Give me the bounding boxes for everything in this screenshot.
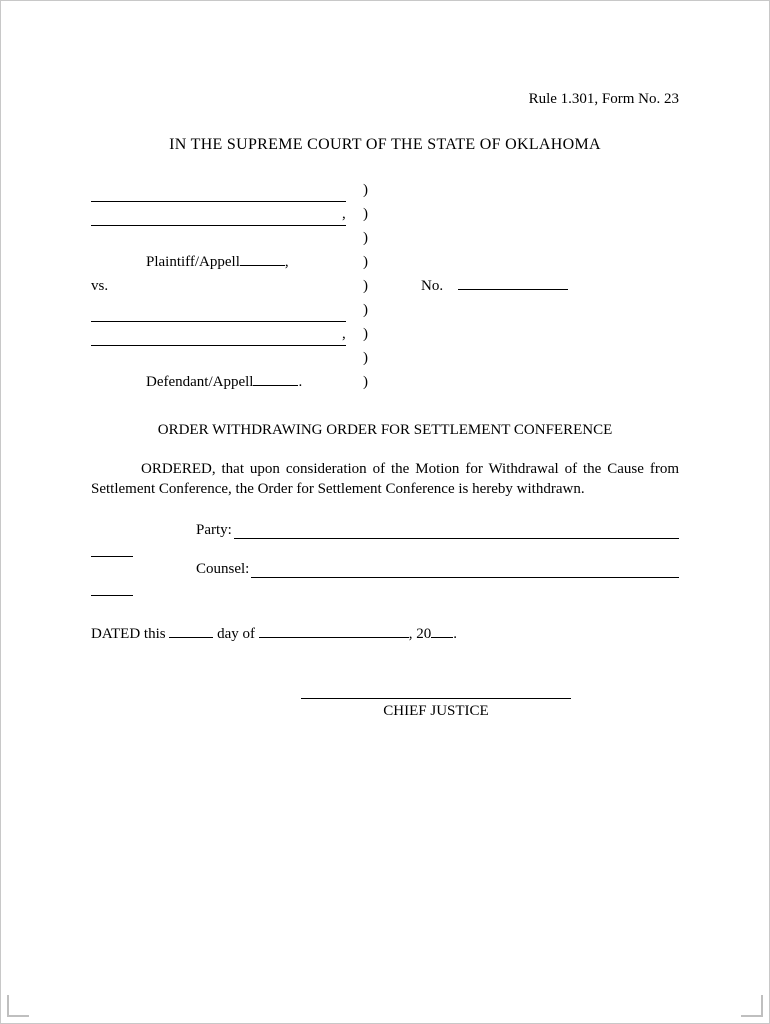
plaintiff-line-2[interactable] [91, 210, 346, 226]
stub-blank[interactable] [91, 580, 133, 596]
month-blank[interactable] [259, 622, 409, 638]
caption-paren: ) [363, 322, 368, 346]
court-heading: IN THE SUPREME COURT OF THE STATE OF OKL… [91, 136, 679, 154]
dated-prefix: DATED this [91, 626, 166, 642]
stub-blank[interactable] [91, 541, 133, 557]
defendant-line-2[interactable] [91, 330, 346, 346]
dated-line: DATED this day of , 20. [91, 622, 679, 643]
corner-mark-br [741, 995, 763, 1017]
order-body: ORDERED, that upon consideration of the … [91, 459, 679, 500]
plaintiff-role-label: Plaintiff/Appell [146, 254, 240, 270]
plaintiff-suffix-blank[interactable] [240, 250, 285, 266]
document-page: Rule 1.301, Form No. 23 IN THE SUPREME C… [0, 0, 770, 1024]
body-text-content: ORDERED, that upon consideration of the … [91, 461, 679, 497]
signature-label: CHIEF JUSTICE [301, 703, 571, 720]
vs-label: vs. [91, 274, 108, 298]
dated-year-prefix: , 20 [409, 626, 432, 642]
signature-line[interactable] [301, 683, 571, 699]
case-caption: ) , ) ) Plaintiff/Appell, ) vs. ) No. ) … [91, 178, 679, 394]
caption-paren: ) [363, 178, 368, 202]
plaintiff-line-1[interactable] [91, 186, 346, 202]
corner-mark-bl [7, 995, 29, 1017]
defendant-role-label: Defendant/Appell [146, 374, 253, 390]
caption-paren: ) [363, 274, 368, 298]
caption-paren: ) [363, 226, 368, 250]
rule-reference: Rule 1.301, Form No. 23 [529, 91, 679, 108]
party-label: Party: [196, 522, 232, 539]
case-no-blank[interactable] [458, 274, 568, 290]
defendant-suffix-blank[interactable] [253, 370, 298, 386]
counsel-label: Counsel: [196, 561, 249, 578]
signature-block: CHIEF JUSTICE [91, 683, 679, 720]
counsel-blank[interactable] [251, 562, 679, 578]
caption-paren: ) [363, 250, 368, 274]
dated-period: . [453, 626, 457, 642]
caption-paren: ) [363, 298, 368, 322]
order-title: ORDER WITHDRAWING ORDER FOR SETTLEMENT C… [91, 422, 679, 439]
defendant-line-1[interactable] [91, 306, 346, 322]
caption-paren: ) [363, 346, 368, 370]
comma: , [342, 202, 346, 226]
dated-dayof: day of [217, 626, 255, 642]
day-blank[interactable] [169, 622, 213, 638]
case-no-label: No. [421, 278, 443, 294]
year-blank[interactable] [431, 622, 453, 638]
party-blank[interactable] [234, 523, 679, 539]
caption-paren: ) [363, 370, 368, 394]
party-counsel-block: Party: Counsel: [91, 522, 679, 600]
caption-paren: ) [363, 202, 368, 226]
comma: , [342, 322, 346, 346]
